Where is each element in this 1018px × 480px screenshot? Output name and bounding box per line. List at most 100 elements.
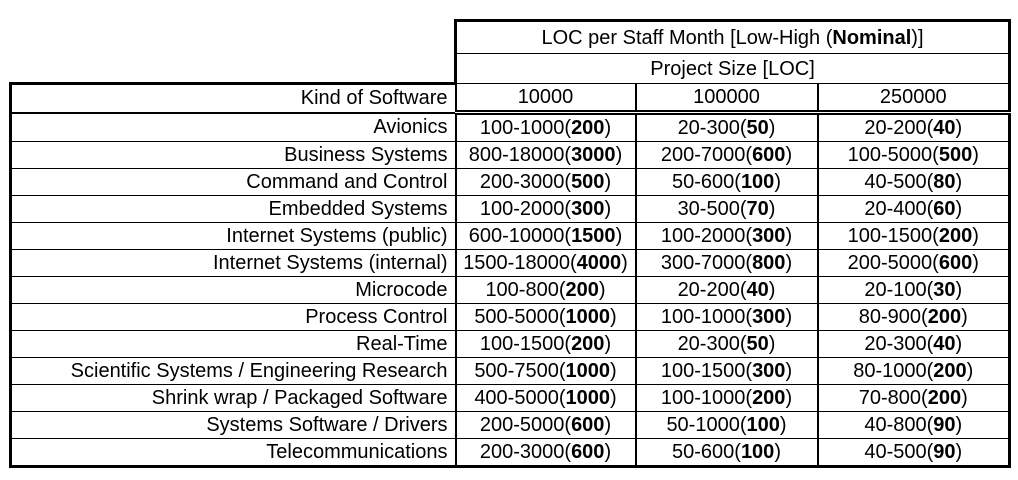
size-header-100000: 100000 [634,83,818,115]
project-size-header: Project Size [LOC] [453,53,1012,84]
nominal-value: 300 [752,360,786,382]
title-text-suffix: )] [911,26,924,49]
row-label: Real-Time [9,330,457,358]
nominal-value: 1000 [565,387,611,409]
nominal-value: 40 [933,333,956,355]
title-text-prefix: LOC per Staff Month [Low-High ( [541,26,833,49]
loc-range-cell: 80-1000(200) [816,357,1012,385]
table-row: Scientific Systems / Engineering Researc… [9,357,1012,385]
nominal-value: 50 [746,333,769,355]
loc-range-cell: 400-5000(1000) [454,384,636,412]
size-header-250000: 250000 [816,83,1012,115]
row-label: Microcode [9,276,457,304]
nominal-value: 200 [752,387,786,409]
nominal-value: 600 [938,252,973,274]
loc-range-cell: 200-3000(600) [454,438,636,468]
loc-range-cell: 70-800(200) [816,384,1012,412]
title-row: LOC per Staff Month [Low-High (Nominal)] [10,19,1012,54]
row-label: Systems Software / Drivers [9,411,457,439]
nominal-value: 300 [752,225,786,247]
nominal-value: 3000 [571,144,616,166]
loc-range-cell: 20-200(40) [816,112,1012,142]
nominal-value: 200 [571,117,605,139]
table-row: Real-Time 100-1500(200) 20-300(50) 20-300(4… [9,330,1012,358]
nominal-value: 90 [933,441,956,463]
loc-range-cell: 100-1500(300) [634,357,818,385]
nominal-value: 90 [933,414,956,436]
loc-range-cell: 100-1000(200) [454,112,636,142]
nominal-value: 200 [927,306,962,328]
row-label: Shrink wrap / Packaged Software [9,384,457,412]
nominal-value: 1000 [565,360,611,382]
nominal-value: 500 [938,144,973,166]
loc-range-cell: 500-7500(1000) [454,357,636,385]
table-row: Business Systems 800-18000(3000) 200-7000(… [9,141,1012,169]
nominal-value: 100 [740,171,775,193]
row-label: Avionics [9,112,457,142]
loc-range-cell: 200-5000(600) [816,249,1012,277]
table-row: Embedded Systems 100-2000(300) 30-500(70) 2… [9,195,1012,223]
loc-range-cell: 20-400(60) [816,195,1012,223]
nominal-value: 100 [740,441,775,463]
nominal-value: 60 [933,198,956,220]
table-row: Command and Control 200-3000(500) 50-600(1… [9,168,1012,196]
nominal-value: 30 [933,279,956,301]
row-label: Telecommunications [9,438,457,468]
subtitle-row: Project Size [LOC] [10,53,1012,84]
loc-range-cell: 100-5000(500) [816,141,1012,169]
row-label: Internet Systems (internal) [9,249,457,277]
loc-range-cell: 40-500(80) [816,168,1012,196]
nominal-value: 1000 [565,306,611,328]
nominal-value: 40 [746,279,769,301]
nominal-value: 200 [933,360,967,382]
loc-range-cell: 20-200(40) [634,276,818,304]
loc-range-cell: 100-1500(200) [816,222,1012,250]
loc-range-cell: 80-900(200) [816,303,1012,331]
loc-range-cell: 600-10000(1500) [454,222,636,250]
empty-corner-cell [10,53,456,84]
row-label: Embedded Systems [9,195,457,223]
kind-of-software-header: Kind of Software [9,82,457,114]
nominal-value: 1500 [571,225,616,247]
nominal-value: 50 [746,117,769,139]
loc-range-cell: 200-7000(600) [634,141,818,169]
loc-per-staff-month-table: LOC per Staff Month [Low-High (Nominal)]… [9,19,1012,468]
loc-range-cell: 20-100(30) [816,276,1012,304]
loc-range-cell: 100-1000(200) [634,384,818,412]
table-row: Microcode 100-800(200) 20-200(40) 20-100(30… [9,276,1012,304]
nominal-value: 300 [752,306,786,328]
nominal-value: 600 [752,144,786,166]
table-body: LOC per Staff Month [Low-High (Nominal)]… [9,19,1012,468]
table-row: Telecommunications 200-3000(600) 50-600(10… [9,438,1012,468]
nominal-value: 100 [746,414,780,436]
loc-range-cell: 1500-18000(4000) [454,249,636,277]
title-text-bold: Nominal [832,26,912,49]
loc-range-cell: 20-300(50) [634,112,818,142]
loc-range-cell: 40-500(90) [816,438,1012,468]
loc-range-cell: 20-300(50) [634,330,818,358]
nominal-value: 200 [927,387,962,409]
loc-range-cell: 200-3000(500) [454,168,636,196]
nominal-value: 300 [571,198,605,220]
row-label: Business Systems [9,141,457,169]
nominal-value: 200 [938,225,973,247]
loc-range-cell: 40-800(90) [816,411,1012,439]
table-row: Process Control 500-5000(1000) 100-1000(30… [9,303,1012,331]
nominal-value: 600 [571,414,605,436]
loc-range-cell: 100-800(200) [454,276,636,304]
nominal-value: 70 [746,198,769,220]
nominal-value: 600 [571,441,605,463]
loc-range-cell: 800-18000(3000) [454,141,636,169]
nominal-value: 40 [933,117,956,139]
nominal-value: 4000 [576,252,622,274]
nominal-value: 800 [752,252,786,274]
loc-range-cell: 20-300(40) [816,330,1012,358]
row-label: Command and Control [9,168,457,196]
loc-range-cell: 300-7000(800) [634,249,818,277]
column-header-row: Kind of Software 10000 100000 250000 [9,82,1012,115]
table-row: Internet Systems (public) 600-10000(1500)… [9,222,1012,250]
nominal-value: 200 [571,333,605,355]
table-title: LOC per Staff Month [Low-High (Nominal)] [453,19,1012,54]
nominal-value: 200 [565,279,599,301]
